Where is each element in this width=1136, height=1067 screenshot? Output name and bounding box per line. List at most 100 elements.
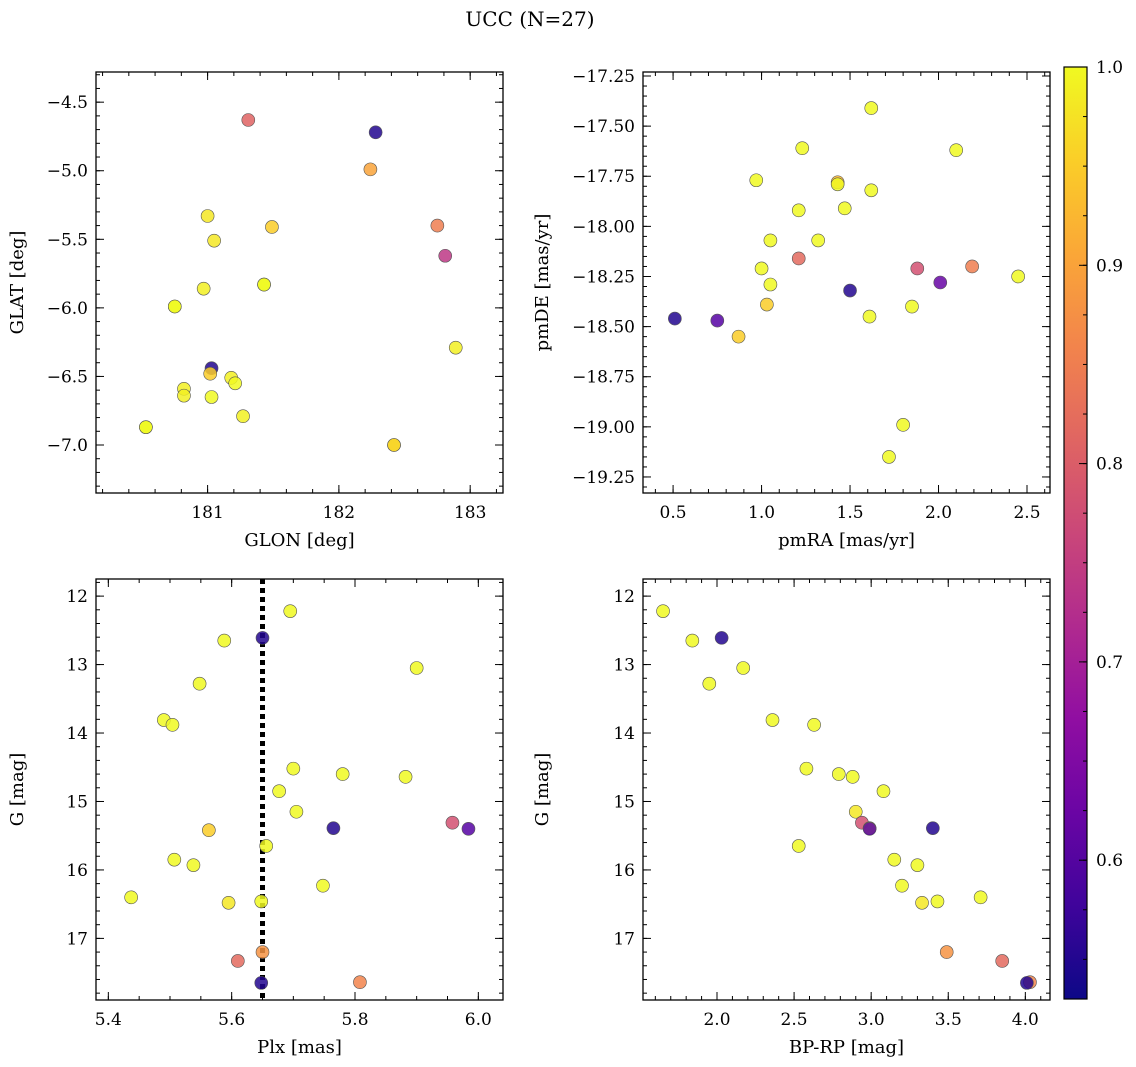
scatter-point (207, 233, 221, 248)
x-tick-label: 6.0 (465, 1010, 492, 1030)
scatter-point (749, 173, 764, 188)
y-tick-label: −6.0 (47, 299, 88, 319)
scatter-point (316, 878, 330, 893)
y-tick-label: −17.75 (572, 167, 635, 187)
scatter-point (167, 299, 182, 314)
x-tick-label: 1.0 (748, 503, 775, 523)
scatter-point (791, 251, 806, 266)
scatter-point (807, 718, 821, 732)
scatter-point (259, 839, 274, 853)
scatter-point (283, 604, 298, 618)
colorbar-tick-label: 0.9 (1096, 256, 1123, 276)
scatter-point (926, 821, 940, 835)
scatter-point (905, 299, 919, 314)
scatter-point (763, 233, 778, 248)
y-tick-label: 16 (613, 861, 635, 881)
scatter-point (231, 954, 245, 968)
scatter-point (326, 821, 341, 835)
scatter-point (363, 162, 378, 177)
x-tick-label: 183 (454, 503, 486, 523)
colorbar-tick-label: 0.6 (1096, 851, 1123, 871)
y-tick-label: 15 (66, 792, 88, 812)
plot-frame (95, 578, 504, 1001)
colorbar-tick-label: 0.7 (1096, 653, 1123, 673)
scatter-point (1011, 269, 1025, 284)
scatter-point (864, 183, 879, 198)
scatter-point (714, 631, 729, 645)
scatter-point (228, 376, 242, 391)
scatter-point (843, 283, 857, 298)
scatter-point (257, 277, 271, 292)
y-tick-label: 12 (66, 587, 88, 607)
axis-ticks (96, 579, 503, 1000)
y-tick-label: −17.25 (572, 67, 635, 87)
scatter-point (254, 976, 269, 990)
y-tick-label: −7.0 (47, 436, 88, 456)
scatter-point (177, 388, 191, 403)
scatter-point (965, 259, 979, 274)
y-tick-label: −5.5 (47, 230, 88, 250)
y-tick-label: −17.50 (572, 117, 635, 137)
scatter-point (409, 661, 424, 675)
scatter-point (167, 852, 182, 867)
figure-title: UCC (N=27) (465, 7, 594, 31)
axis-ticks (643, 579, 1050, 1000)
scatter-point (882, 450, 896, 464)
y-tick-label: −19.00 (572, 418, 635, 438)
scatter-point (221, 895, 236, 910)
scatter-point (896, 418, 910, 432)
scatter-point (933, 275, 948, 290)
scatter-point (204, 390, 219, 404)
scatter-point (791, 839, 806, 853)
scatter-point (831, 767, 846, 781)
scatter-point (196, 281, 211, 296)
x-tick-label: 2.0 (703, 1010, 730, 1030)
panel-2: 0.5 1.0 1.5 2.0 2.5 −17.25 −17.50 −17.75 −18.00 −… (532, 67, 1051, 551)
panel-1: 181 182 183 −4.5 −5.0 −5.5 −6.0 −6.5 −7.0 GLON [d… (7, 71, 504, 551)
scatter-point (895, 878, 909, 893)
plot-frame (95, 71, 504, 494)
scatter-point (731, 329, 746, 344)
scatter-point (202, 823, 216, 838)
x-tick-label: 3.0 (858, 1010, 885, 1030)
scatter-point (910, 858, 925, 872)
scatter-point (192, 676, 207, 691)
scatter-point (1020, 976, 1034, 990)
scatter-point (760, 297, 774, 312)
scatter-point (430, 218, 445, 233)
plot-frame (642, 578, 1051, 1001)
scatter-point (668, 311, 682, 326)
y-tick-label: 14 (613, 724, 635, 744)
scatter-point (272, 784, 286, 799)
scatter-point (876, 784, 891, 799)
panel-4: 2.0 2.5 3.0 3.5 4.0 12 13 14 15 16 17 BP-RP [mag] G … (532, 578, 1051, 1058)
x-tick-label: 5.6 (218, 1010, 245, 1030)
scatter-point (438, 248, 453, 263)
scatter-point (910, 261, 925, 276)
y-tick-label: −6.5 (47, 367, 88, 387)
scatter-point (791, 203, 806, 218)
scatter-point (200, 209, 215, 223)
scatter-point (915, 895, 929, 910)
y-tick-label: −18.25 (572, 267, 635, 287)
y-tick-label: −18.00 (572, 217, 635, 237)
y-tick-label: 13 (66, 656, 88, 676)
x-tick-label: 3.5 (935, 1010, 962, 1030)
scatter-point (236, 409, 250, 424)
scatter-point (368, 125, 383, 140)
x-axis-label: BP-RP [mag] (789, 1037, 904, 1058)
scatter-point (289, 804, 304, 819)
axis-ticks (643, 72, 1050, 493)
scatter-point (387, 438, 401, 452)
scatter-point (461, 822, 476, 836)
x-axis-label: Plx [mas] (257, 1037, 342, 1058)
scatter-point (862, 822, 877, 836)
y-tick-label: 13 (613, 656, 635, 676)
y-tick-label: −5.0 (47, 162, 88, 182)
colorbar-tick-label: 1.0 (1096, 58, 1123, 78)
x-tick-label: 5.8 (341, 1010, 368, 1030)
scatter-point (973, 890, 988, 905)
scatter-point (862, 309, 877, 324)
x-tick-label: 4.0 (1012, 1010, 1039, 1030)
